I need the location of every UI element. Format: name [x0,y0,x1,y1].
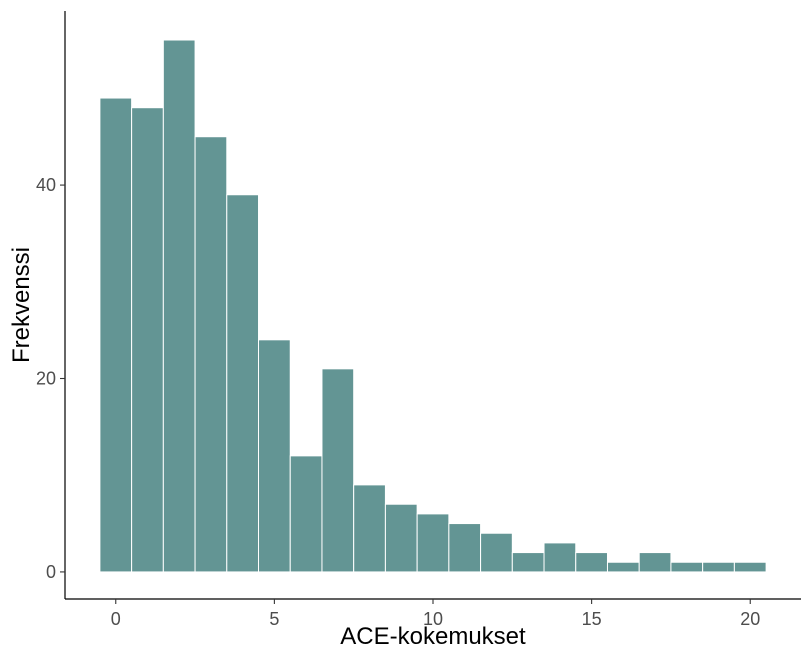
histogram-bar [448,523,482,573]
histogram-bar [226,194,260,573]
x-tick-label: 0 [111,609,121,629]
x-tick-label: 20 [740,609,760,629]
histogram-bar [258,339,291,573]
histogram-bar [733,561,767,573]
x-tick-label: 15 [582,609,602,629]
histogram-bar [162,39,196,573]
histogram-bar [416,513,450,573]
histogram-bar [353,484,386,573]
histogram-bar [638,552,672,573]
histogram-bar [289,455,323,573]
histogram-bar [321,368,355,573]
histogram-bar [480,532,513,573]
y-axis-title: Frekvenssi [8,247,35,363]
histogram-bar [511,552,545,573]
x-tick-label: 5 [269,609,279,629]
histogram-bar [131,107,164,573]
bars-group [99,39,767,573]
histogram-bar [702,561,735,573]
histogram-bar [543,542,577,573]
y-tick-label: 0 [46,562,56,582]
histogram-bar [194,136,228,573]
histogram-bar [384,503,418,573]
x-tick-label: 10 [423,609,443,629]
histogram-bar [575,552,608,573]
histogram-bar [670,561,704,573]
y-tick-label: 20 [36,369,56,389]
histogram-bar [99,97,133,573]
x-ticks-group: 0 5 10 15 20 [111,599,760,629]
y-tick-label: 40 [36,175,56,195]
histogram-bar [606,561,640,573]
y-ticks-group: 0 20 40 [36,175,65,582]
x-axis-title: ACE-kokemukset [340,623,526,650]
